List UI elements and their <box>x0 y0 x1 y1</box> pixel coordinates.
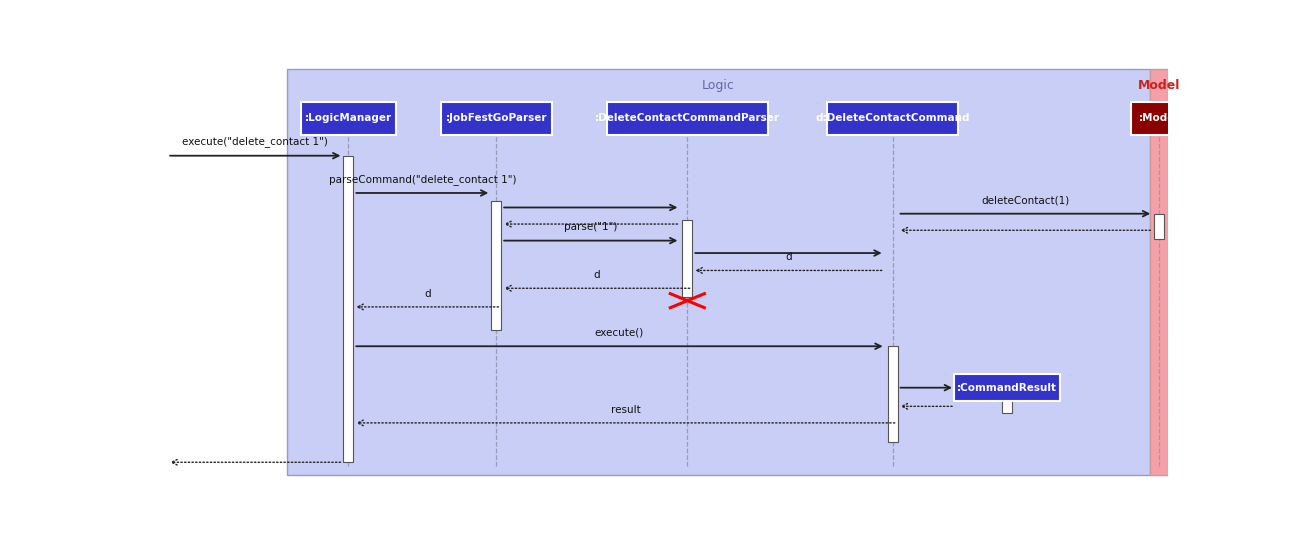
Text: :JobFestGoParser: :JobFestGoParser <box>445 114 546 123</box>
Bar <box>1002 400 1012 413</box>
Text: execute(): execute() <box>594 328 644 338</box>
Bar <box>954 374 1060 401</box>
Bar <box>1154 214 1164 238</box>
Text: :CommandResult: :CommandResult <box>957 383 1058 393</box>
Text: d:DeleteContactCommand: d:DeleteContactCommand <box>815 114 970 123</box>
Bar <box>683 220 692 296</box>
Text: parseCommand("delete_contact 1"): parseCommand("delete_contact 1") <box>328 174 517 185</box>
Bar <box>1150 69 1168 475</box>
Text: Logic: Logic <box>702 79 735 92</box>
Text: :LogicManager: :LogicManager <box>305 114 392 123</box>
Text: deleteContact(1): deleteContact(1) <box>981 195 1070 206</box>
Bar <box>827 102 958 135</box>
Text: d: d <box>785 252 792 262</box>
Text: d: d <box>593 270 600 280</box>
Bar <box>301 102 396 135</box>
Bar <box>343 155 353 462</box>
Bar <box>1132 102 1186 135</box>
Bar <box>607 102 768 135</box>
Bar <box>441 102 552 135</box>
Text: parse("1"): parse("1") <box>565 222 618 232</box>
Text: result: result <box>610 405 640 415</box>
Text: :DeleteContactCommandParser: :DeleteContactCommandParser <box>594 114 780 123</box>
Bar <box>287 69 1150 475</box>
Text: Model: Model <box>1138 79 1180 92</box>
Text: d: d <box>424 288 431 299</box>
Bar <box>888 346 898 442</box>
Text: :Model: :Model <box>1140 114 1179 123</box>
Text: execute("delete_contact 1"): execute("delete_contact 1") <box>182 137 328 147</box>
Bar <box>491 201 501 330</box>
